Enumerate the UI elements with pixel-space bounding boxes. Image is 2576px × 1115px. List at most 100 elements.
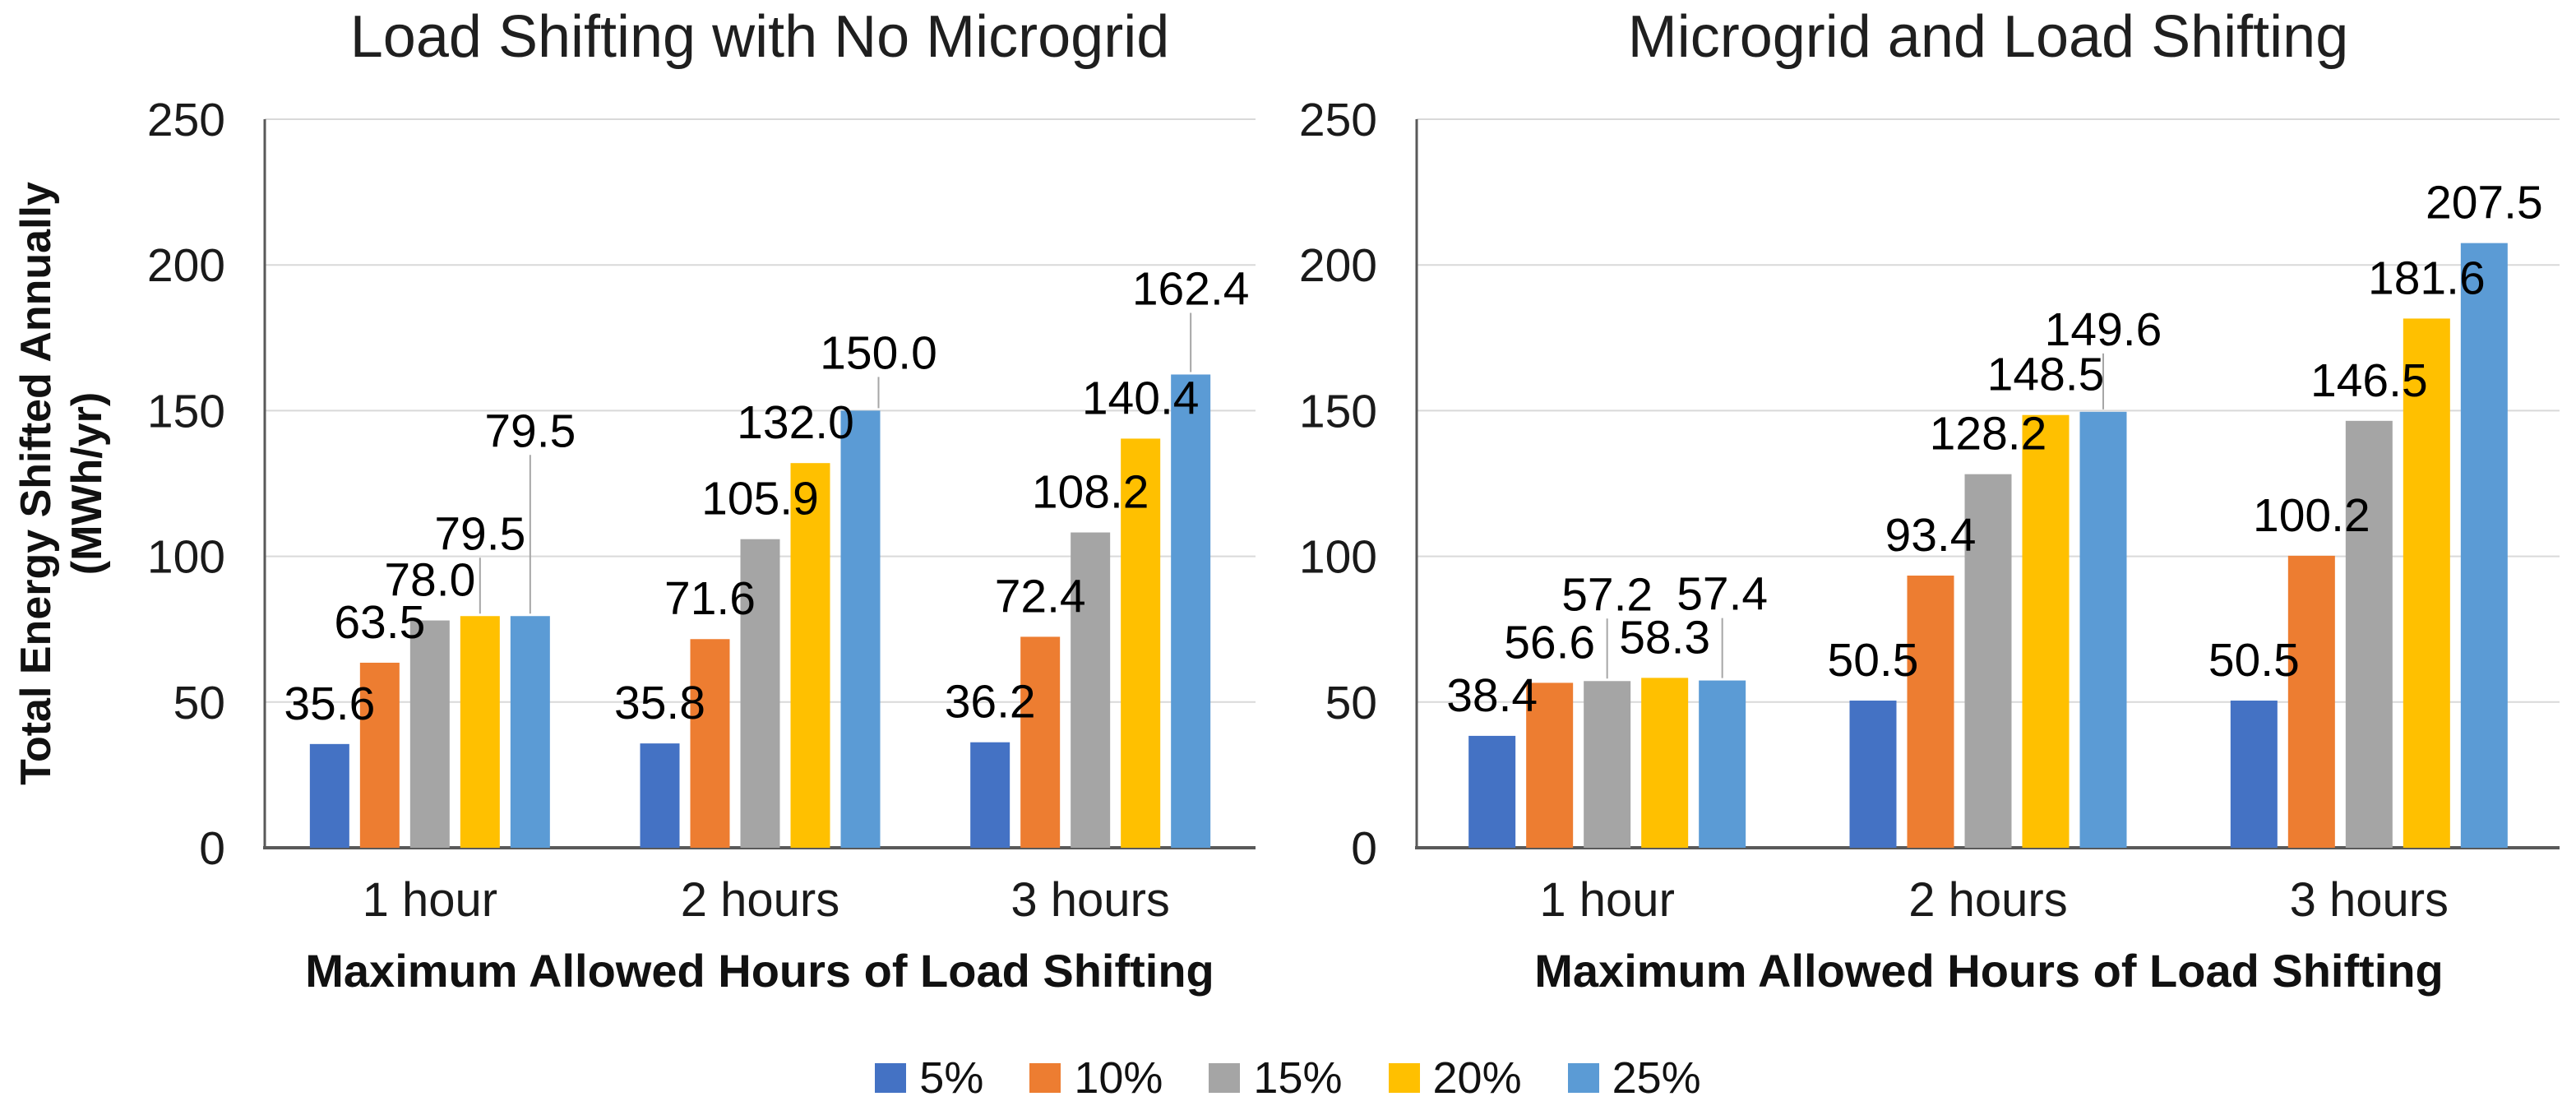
y-axis-title-line1: Total Energy Shifted Annually bbox=[12, 182, 60, 785]
chart1-bar-label-10%-2 hours: 71.6 bbox=[664, 572, 756, 625]
chart2-bar-25%-3 hours bbox=[2460, 243, 2508, 848]
chart1-bar-label-25%-2 hours: 150.0 bbox=[820, 326, 937, 379]
chart1-x-tick-2 hours: 2 hours bbox=[681, 873, 839, 927]
chart1-bar-label-25%-1 hour: 79.5 bbox=[484, 405, 576, 457]
chart1-bar-label-15%-2 hours: 105.9 bbox=[701, 473, 819, 525]
chart1-bar-15%-3 hours bbox=[1071, 532, 1111, 848]
legend-item-15%: 15% bbox=[1209, 1053, 1343, 1103]
legend-label-25%: 25% bbox=[1612, 1053, 1701, 1103]
chart2-bar-label-15%-2 hours: 128.2 bbox=[1930, 408, 2047, 460]
legend-item-5%: 5% bbox=[875, 1053, 983, 1103]
chart2-bar-5%-2 hours bbox=[1849, 701, 1897, 848]
legend-swatch-15% bbox=[1209, 1063, 1241, 1093]
chart2-x-tick-1 hour: 1 hour bbox=[1539, 873, 1674, 927]
chart2-bar-20%-2 hours bbox=[2022, 414, 2070, 848]
chart2-bar-label-5%-2 hours: 50.5 bbox=[1828, 634, 1919, 687]
chart2-bar-label-25%-3 hours: 207.5 bbox=[2426, 177, 2543, 229]
chart1-y-axis-title: Total Energy Shifted Annually (MWh/yr) bbox=[11, 182, 113, 785]
y-axis-title-line2: (MWh/yr) bbox=[63, 391, 111, 576]
chart2-bar-label-5%-3 hours: 50.5 bbox=[2208, 634, 2300, 687]
chart1-bar-label-10%-3 hours: 72.4 bbox=[995, 570, 1086, 622]
chart2-bar-label-20%-1 hour: 58.3 bbox=[1619, 611, 1710, 664]
chart1-title: Load Shifting with No Microgrid bbox=[349, 4, 1170, 70]
chart2-title: Microgrid and Load Shifting bbox=[1627, 4, 2349, 70]
chart1-bar-label-5%-2 hours: 35.8 bbox=[614, 677, 705, 729]
chart2-y-tick-150: 150 bbox=[1299, 385, 1377, 437]
chart2-x-axis-title: Maximum Allowed Hours of Load Shifting bbox=[1534, 945, 2444, 997]
chart1-bar-20%-1 hour bbox=[460, 616, 500, 848]
chart1-bar-label-10%-1 hour: 63.5 bbox=[334, 596, 425, 649]
chart1-bar-10%-1 hour bbox=[359, 662, 400, 848]
chart2-x-tick-2 hours: 2 hours bbox=[1908, 873, 2067, 927]
chart2-bar-15%-2 hours bbox=[1964, 474, 2012, 848]
chart2-bar-label-25%-2 hours: 149.6 bbox=[2045, 303, 2162, 356]
chart1-y-tick-100: 100 bbox=[147, 531, 225, 584]
chart1-bar-label-20%-2 hours: 132.0 bbox=[737, 396, 854, 449]
chart1-bar-25%-1 hour bbox=[510, 616, 550, 848]
legend-label-15%: 15% bbox=[1253, 1053, 1343, 1103]
chart1-bar-15%-1 hour bbox=[409, 620, 450, 848]
chart2-bar-10%-2 hours bbox=[1907, 575, 1954, 848]
chart1-bar-25%-2 hours bbox=[840, 410, 881, 848]
legend: 5% 10% 15% 20% 25% bbox=[0, 1049, 2576, 1107]
chart1-bar-label-5%-3 hours: 36.2 bbox=[945, 676, 1036, 729]
chart1-bar-label-20%-1 hour: 79.5 bbox=[434, 507, 525, 560]
chart2-bar-label-25%-1 hour: 57.4 bbox=[1676, 568, 1768, 621]
chart1-bar-label-15%-3 hours: 108.2 bbox=[1032, 466, 1149, 519]
chart2-bar-10%-3 hours bbox=[2287, 555, 2335, 848]
legend-label-5%: 5% bbox=[919, 1053, 984, 1103]
chart2-bar-25%-1 hour bbox=[1699, 680, 1746, 848]
chart1-bar-10%-3 hours bbox=[1020, 636, 1061, 848]
chart2-bar-5%-1 hour bbox=[1468, 735, 1516, 848]
chart1-bar-20%-2 hours bbox=[790, 463, 830, 848]
chart1-x-tick-1 hour: 1 hour bbox=[363, 873, 497, 927]
chart1-y-tick-150: 150 bbox=[147, 385, 225, 437]
chart1-bar-label-20%-3 hours: 140.4 bbox=[1082, 372, 1200, 424]
chart1-bar-15%-2 hours bbox=[740, 539, 780, 848]
chart1-bar-label-15%-1 hour: 78.0 bbox=[384, 554, 475, 607]
legend-swatch-20% bbox=[1388, 1063, 1420, 1093]
chart2-bar-15%-1 hour bbox=[1584, 681, 1631, 848]
legend-swatch-25% bbox=[1567, 1063, 1599, 1093]
chart2-bar-20%-3 hours bbox=[2403, 318, 2450, 848]
legend-item-20%: 20% bbox=[1388, 1053, 1522, 1103]
chart2-y-tick-0: 0 bbox=[1351, 822, 1377, 875]
chart1-bar-label-5%-1 hour: 35.6 bbox=[284, 678, 375, 730]
chart2-bar-label-10%-3 hours: 100.2 bbox=[2253, 489, 2370, 542]
legend-item-25%: 25% bbox=[1567, 1053, 1701, 1103]
chart1-bar-20%-3 hours bbox=[1121, 438, 1161, 848]
chart2-bar-label-20%-3 hours: 181.6 bbox=[2368, 252, 2486, 304]
chart2-bar-15%-3 hours bbox=[2345, 420, 2393, 849]
chart2-y-tick-250: 250 bbox=[1299, 94, 1377, 146]
chart2-bar-10%-1 hour bbox=[1526, 682, 1574, 848]
legend-item-10%: 10% bbox=[1029, 1053, 1163, 1103]
chart2-y-tick-200: 200 bbox=[1299, 239, 1377, 292]
chart2-y-tick-100: 100 bbox=[1299, 531, 1377, 584]
chart1-bar-5%-2 hours bbox=[640, 743, 680, 848]
chart2-bar-label-20%-2 hours: 148.5 bbox=[1987, 349, 2105, 401]
chart1-y-tick-0: 0 bbox=[199, 822, 225, 875]
chart2-bar-20%-1 hour bbox=[1641, 678, 1689, 848]
chart1-bar-10%-2 hours bbox=[690, 639, 730, 848]
chart1-x-tick-3 hours: 3 hours bbox=[1011, 873, 1169, 927]
legend-swatch-10% bbox=[1029, 1063, 1061, 1093]
chart2-bar-25%-2 hours bbox=[2079, 411, 2127, 848]
chart1-bar-25%-3 hours bbox=[1171, 374, 1211, 848]
chart2-bar-label-5%-1 hour: 38.4 bbox=[1446, 669, 1538, 722]
chart1-x-axis-title: Maximum Allowed Hours of Load Shifting bbox=[305, 945, 1214, 997]
legend-label-20%: 20% bbox=[1432, 1053, 1522, 1103]
chart2-y-tick-50: 50 bbox=[1325, 677, 1377, 729]
chart2-bar-5%-3 hours bbox=[2230, 701, 2278, 848]
chart2-bar-label-15%-1 hour: 57.2 bbox=[1561, 568, 1653, 621]
chart1-bar-label-25%-3 hours: 162.4 bbox=[1132, 262, 1250, 315]
chart1-y-tick-200: 200 bbox=[147, 239, 225, 292]
chart1-bar-5%-1 hour bbox=[309, 743, 349, 848]
legend-swatch-5% bbox=[875, 1063, 907, 1093]
chart1-bar-5%-3 hours bbox=[970, 742, 1011, 848]
chart2-bar-label-15%-3 hours: 146.5 bbox=[2310, 354, 2428, 407]
chart2-bar-label-10%-2 hours: 93.4 bbox=[1885, 509, 1977, 562]
chart2-x-tick-3 hours: 3 hours bbox=[2290, 873, 2449, 927]
chart1-y-tick-250: 250 bbox=[147, 94, 225, 146]
chart2-bar-label-10%-1 hour: 56.6 bbox=[1504, 616, 1595, 669]
